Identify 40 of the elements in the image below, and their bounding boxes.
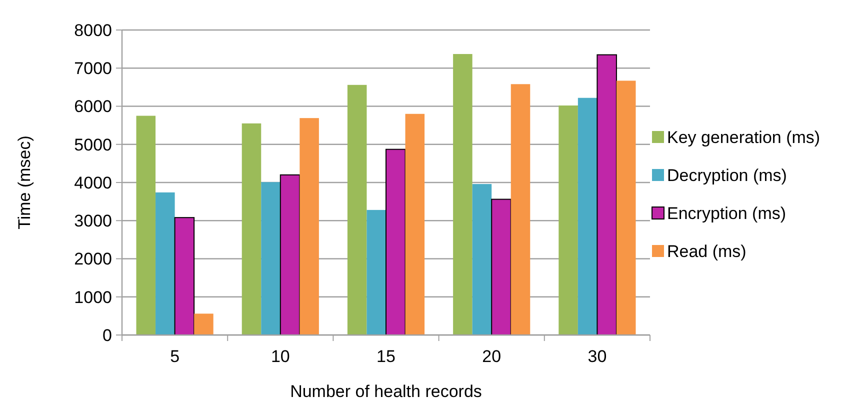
y-tick-label: 4000	[74, 173, 112, 192]
y-tick-label: 1000	[74, 288, 112, 307]
bar	[472, 184, 492, 335]
bar	[510, 84, 530, 335]
x-tick-label: 10	[270, 347, 290, 366]
y-tick-label: 6000	[74, 97, 112, 116]
bar	[280, 174, 300, 336]
x-tick-label: 15	[376, 347, 396, 366]
bar	[491, 198, 512, 336]
legend-label: Read (ms)	[667, 242, 746, 261]
bar	[174, 217, 195, 336]
bar	[194, 314, 214, 335]
bar	[366, 210, 386, 335]
y-tick-label: 5000	[74, 135, 112, 154]
x-tick-label: 5	[170, 347, 180, 366]
x-tick-label: 30	[588, 347, 607, 366]
bar	[578, 98, 598, 335]
bar	[242, 123, 262, 335]
bar	[596, 54, 617, 336]
y-tick-label: 7000	[74, 59, 112, 78]
bar	[558, 105, 578, 335]
legend-label: Decryption (ms)	[667, 166, 787, 185]
legend-label: Key generation (ms)	[667, 128, 820, 147]
bar	[347, 84, 367, 335]
y-tick-label: 2000	[74, 250, 112, 269]
bar	[300, 118, 319, 335]
bar	[261, 182, 280, 335]
x-axis-title: Number of health records	[290, 382, 482, 401]
bar	[405, 114, 425, 335]
y-axis-title: Time (msec)	[15, 136, 34, 230]
bar	[386, 148, 406, 336]
y-tick-label: 0	[102, 326, 112, 345]
legend-label: Encryption (ms)	[667, 204, 786, 223]
bar	[453, 54, 472, 335]
y-tick-label: 8000	[74, 20, 112, 40]
bar	[136, 116, 156, 335]
bar	[156, 192, 175, 335]
y-tick-label: 3000	[74, 212, 112, 231]
x-tick-label: 20	[482, 347, 502, 366]
bar	[616, 80, 636, 335]
